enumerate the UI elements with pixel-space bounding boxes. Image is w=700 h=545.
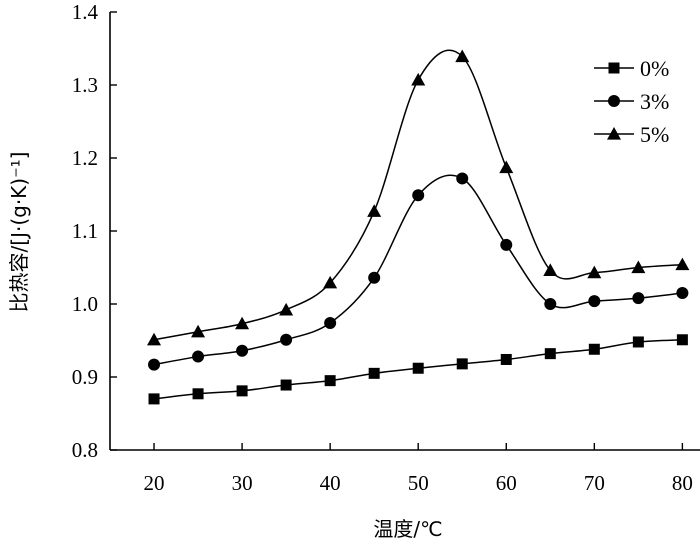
data-point-0pct: [632, 336, 644, 348]
data-point-3pct: [544, 298, 557, 310]
data-point-5pct: [455, 49, 470, 63]
x-tick-label: 20: [144, 471, 165, 495]
legend-marker-0pct: [608, 62, 620, 74]
data-point-0pct: [500, 353, 512, 365]
x-tick-label: 40: [320, 471, 341, 495]
plot-area: 0.8 0.9 1.0 1.1 1.2 1.3 1.4 20 30 40 50 60 70 80 0% 3% 5…: [72, 0, 700, 495]
data-point-5pct: [543, 263, 558, 277]
data-point-5pct: [191, 324, 206, 338]
data-point-3pct: [236, 344, 249, 357]
y-tick-label: 1.0: [72, 292, 98, 316]
series-line-3pct: [153, 174, 683, 366]
data-point-3pct: [148, 358, 161, 371]
data-point-0pct: [192, 388, 204, 400]
data-point-0pct: [544, 348, 556, 360]
data-point-3pct: [412, 189, 425, 202]
data-point-3pct: [280, 333, 293, 346]
legend-marker-5pct: [607, 127, 621, 140]
data-point-5pct: [675, 257, 690, 271]
data-point-0pct: [412, 362, 424, 374]
data-point-5pct: [147, 332, 162, 346]
legend-label-5pct: 5%: [640, 122, 669, 147]
data-point-3pct: [588, 295, 601, 308]
y-tick-label: 1.3: [72, 73, 98, 97]
data-point-5pct: [631, 260, 646, 274]
y-tick-label: 1.1: [72, 219, 98, 243]
data-point-3pct: [676, 287, 689, 300]
legend-label-0pct: 0%: [640, 56, 669, 81]
data-point-5pct: [411, 72, 426, 86]
x-axis-title: 温度/℃: [373, 517, 442, 541]
y-tick-label: 1.4: [72, 0, 99, 24]
data-point-5pct: [499, 160, 514, 174]
y-axis-title-group: 比热容/[J·(g·K)⁻¹]: [7, 152, 31, 313]
x-tick-label: 70: [584, 471, 605, 495]
y-tick-label: 0.9: [72, 365, 98, 389]
data-point-5pct: [323, 275, 338, 289]
data-point-3pct: [500, 238, 513, 251]
data-point-0pct: [676, 334, 688, 346]
x-tick-label: 50: [408, 471, 429, 495]
data-point-3pct: [192, 350, 205, 363]
x-tick-label: 30: [232, 471, 253, 495]
data-point-5pct: [279, 302, 294, 316]
y-axis-title: 比热容/[J·(g·K)⁻¹]: [7, 152, 31, 313]
data-point-3pct: [632, 292, 645, 305]
legend-marker-3pct: [608, 95, 620, 107]
y-tick-label: 0.8: [72, 438, 98, 462]
legend-label-3pct: 3%: [640, 89, 669, 114]
x-tick-label: 60: [496, 471, 517, 495]
data-point-0pct: [148, 393, 160, 405]
data-point-3pct: [324, 316, 337, 329]
data-point-5pct: [235, 316, 250, 330]
data-point-3pct: [368, 271, 381, 284]
y-tick-label: 1.2: [72, 146, 98, 170]
x-tick-label: 80: [672, 471, 693, 495]
data-point-5pct: [587, 265, 602, 279]
data-point-0pct: [456, 358, 468, 370]
data-point-0pct: [368, 367, 380, 379]
data-point-5pct: [367, 204, 382, 217]
data-point-0pct: [324, 375, 336, 387]
data-point-0pct: [588, 343, 600, 355]
data-point-0pct: [236, 385, 248, 397]
data-point-3pct: [456, 172, 469, 185]
data-point-0pct: [280, 379, 292, 391]
